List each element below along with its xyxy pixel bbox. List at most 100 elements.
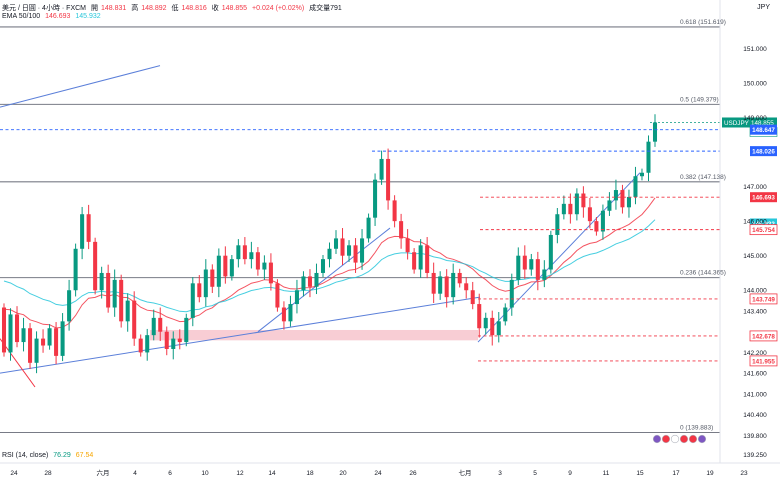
support-zone [150,329,478,341]
time-axis[interactable]: 24 28 六月 4 6 10 12 14 18 20 24 26 七月 3 5 9 11 15 17 19 23 [10,468,748,477]
candle-body [366,217,371,239]
candle-body [307,276,312,287]
candle-body [158,317,163,332]
candle-body [255,252,260,270]
price-tag-label: 143.749 [752,296,775,303]
price-tag-label: 148.647 [752,127,775,134]
y-tick-label: 144.000 [743,288,767,295]
trendlines[interactable] [0,65,641,388]
candle-body [561,203,566,215]
candle-body [34,338,39,363]
x-tick-label: 26 [409,470,417,477]
candle-body [360,238,365,263]
candle-body [164,331,169,349]
candle-body [405,238,410,253]
candle-body [438,276,443,294]
candle-body [555,214,560,235]
price-tag [749,224,778,236]
candle-body [386,158,391,201]
candle-body [333,238,339,249]
candle-body [125,300,130,322]
y-tick-label: 142.200 [743,350,767,357]
candle-body [8,314,13,353]
candle-body [197,283,202,298]
candle-body [73,248,78,291]
price-tag [750,146,777,157]
x-tick-label: 19 [706,470,714,477]
ema100-line [3,219,656,313]
y-tick-label: 140.400 [743,412,767,419]
candle-body [600,210,605,232]
symbol-label[interactable]: 美元 / 日圓 · 4小時 · FXCM [2,5,86,12]
x-tick-label: 28 [44,470,52,477]
price-tag [749,293,778,305]
x-tick-label: 六月 [97,468,110,477]
candle-body [281,307,286,322]
candle-body [28,328,33,363]
volume-label: 成交量791 [309,5,342,12]
candle-body [294,290,299,305]
candle-body [607,200,612,211]
event-flag-icon [688,434,698,444]
y-tick-label: 151.000 [743,46,767,53]
ema-legend[interactable]: EMA 50/100 146.693 145.932 [2,13,104,20]
candle-body [275,283,280,308]
high-label: 高 [131,5,139,12]
fibonacci-levels[interactable]: 0.618 (151.619) 0.5 (149.379) 0.382 (147.1… [0,19,726,434]
candle-body [54,328,59,356]
candle-body [399,221,404,239]
price-tag [749,330,778,342]
x-tick-label: 24 [10,470,18,477]
x-tick-label: 23 [740,470,748,477]
candle-body [431,272,436,294]
close-label: 收 [211,5,219,12]
candle-body [320,259,326,273]
candle-body [151,317,156,336]
candle-body [301,276,306,291]
y-tick-label: 139.800 [743,433,767,440]
candle-body [477,304,482,329]
support-zone-layer [150,329,478,341]
rsi-legend[interactable]: RSI (14, close) 76.29 67.54 [2,452,96,459]
candle-body [93,241,98,291]
close-value: 148.855 [221,5,248,12]
candle-body [262,262,267,270]
event-flag-icon [652,434,662,444]
x-tick-label: 9 [568,470,572,477]
candle-body [145,335,150,353]
event-icons[interactable] [652,434,707,444]
candle-body [242,245,247,260]
candlesticks [1,114,658,374]
candle-body [379,158,384,180]
candle-body [509,279,514,308]
rsi-value-1: 76.29 [53,452,71,459]
high-value: 148.892 [141,5,167,12]
price-axis[interactable]: 139.250 139.800 140.400 141.000 141.600 142.2… [0,0,780,464]
x-tick-label: 17 [672,470,680,477]
candle-body [47,328,52,346]
open-label: 開 [90,5,98,12]
candle-body [522,255,527,270]
y-tick-label: 146.000 [743,219,767,226]
low-value: 148.816 [181,5,207,12]
candle-body [412,252,417,270]
candle-body [249,252,254,260]
candle-body [626,196,631,208]
candle-body [138,338,143,353]
y-tick-label: 150.000 [743,80,767,87]
ema-label: EMA 50/100 [2,13,41,20]
x-tick-label: 6 [168,470,172,477]
candle-body [652,122,658,142]
candle-body [340,238,345,256]
y-tick-label: 145.000 [743,253,767,260]
x-tick-label: 18 [306,470,314,477]
candle-body [171,338,176,349]
candle-body [1,307,7,353]
candle-body [587,207,592,222]
price-tag-label: 146.693 [752,195,775,202]
y-tick-label: 147.000 [743,184,767,191]
x-tick-label: 3 [498,470,502,477]
current-symbol-label: USDJPY [724,120,750,127]
candle-body [639,172,644,177]
